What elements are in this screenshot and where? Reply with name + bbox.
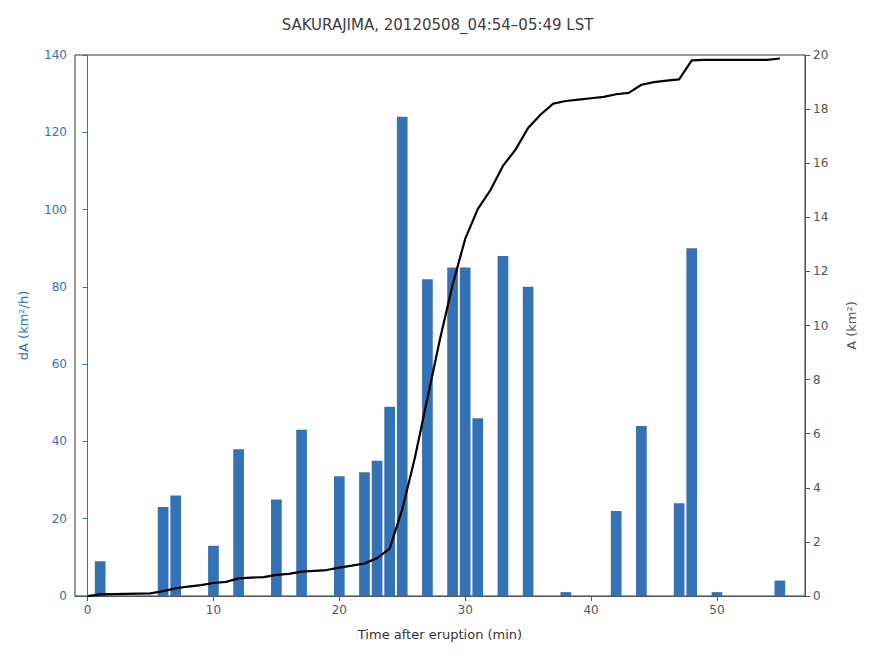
- svg-text:100: 100: [44, 203, 67, 217]
- svg-text:0: 0: [84, 603, 92, 617]
- svg-text:dA (km²/h): dA (km²/h): [16, 291, 31, 360]
- svg-text:20: 20: [332, 603, 347, 617]
- svg-text:2: 2: [813, 535, 821, 549]
- svg-text:80: 80: [52, 280, 67, 294]
- svg-text:SAKURAJIMA, 20120508_04:54–05:: SAKURAJIMA, 20120508_04:54–05:49 LST: [282, 16, 595, 35]
- svg-text:18: 18: [813, 102, 828, 116]
- svg-text:0: 0: [59, 589, 67, 603]
- svg-text:6: 6: [813, 427, 821, 441]
- svg-text:8: 8: [813, 373, 821, 387]
- svg-text:60: 60: [52, 357, 67, 371]
- svg-text:16: 16: [813, 156, 828, 170]
- svg-text:A (km²): A (km²): [844, 301, 859, 350]
- svg-text:10: 10: [813, 319, 828, 333]
- svg-text:20: 20: [52, 512, 67, 526]
- svg-text:10: 10: [206, 603, 221, 617]
- svg-text:40: 40: [52, 434, 67, 448]
- svg-text:120: 120: [44, 125, 67, 139]
- svg-text:30: 30: [458, 603, 473, 617]
- svg-text:12: 12: [813, 264, 828, 278]
- svg-text:40: 40: [583, 603, 598, 617]
- svg-text:140: 140: [44, 48, 67, 62]
- svg-text:4: 4: [813, 481, 821, 495]
- svg-text:20: 20: [813, 48, 828, 62]
- svg-text:14: 14: [813, 210, 828, 224]
- svg-text:50: 50: [709, 603, 724, 617]
- svg-text:0: 0: [813, 589, 821, 603]
- svg-text:Time after eruption (min): Time after eruption (min): [357, 627, 522, 642]
